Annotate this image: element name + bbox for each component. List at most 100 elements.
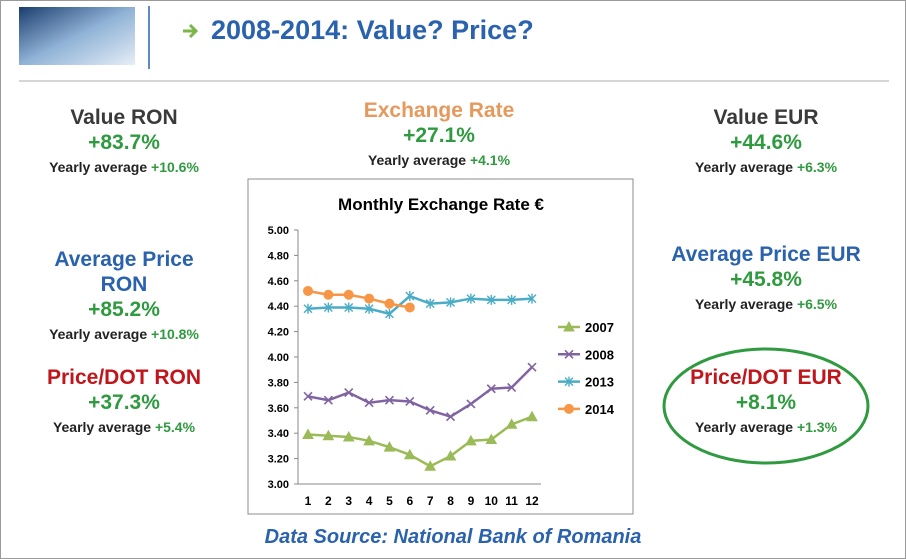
stat-average: Yearly average +10.8% (4, 322, 244, 346)
legend-marker (564, 376, 574, 387)
data-point (446, 297, 456, 308)
x-tick-label: 10 (485, 494, 499, 508)
x-tick-label: 6 (406, 494, 413, 508)
stat-title: Price/DOT EUR (690, 366, 842, 389)
data-point (323, 395, 333, 405)
legend-marker (563, 320, 575, 332)
y-tick-label: 4.80 (268, 250, 289, 262)
stat-title: Value EUR (713, 106, 819, 129)
data-point (507, 382, 517, 393)
stat-block: Exchange Rate +27.1% Yearly average +4.1% (319, 98, 559, 172)
data-point (303, 303, 313, 314)
average-label: Yearly average (49, 326, 148, 342)
data-point (383, 441, 396, 452)
data-point (527, 293, 537, 304)
data-point (424, 460, 437, 471)
stat-average: Yearly average +10.6% (4, 155, 244, 179)
stat-title: Average Price EUR (671, 243, 861, 266)
data-point (302, 428, 314, 439)
data-point (403, 448, 416, 460)
data-point (507, 294, 517, 305)
average-value: +10.6% (151, 159, 199, 175)
stat-average: Yearly average +6.3% (646, 155, 886, 179)
slide-title: 2008-2014: Value? Price? (211, 15, 534, 45)
data-point (384, 308, 394, 319)
data-point (344, 387, 354, 398)
y-tick-label: 4.20 (268, 327, 289, 339)
stat-change: +85.2% (88, 298, 160, 321)
average-label: Yearly average (49, 159, 148, 175)
data-point (486, 384, 496, 394)
y-tick-label: 4.00 (268, 352, 289, 364)
arrow-icon (183, 23, 199, 39)
data-point (303, 391, 313, 401)
average-label: Yearly average (694, 419, 794, 435)
legend-label: 2007 (585, 320, 614, 335)
y-tick-label: 4.60 (268, 276, 289, 288)
data-point (303, 285, 313, 296)
data-point (526, 410, 538, 422)
data-point (405, 396, 415, 407)
data-point (445, 412, 456, 422)
average-value: +6.3% (796, 159, 838, 175)
y-tick-label: 3.00 (268, 479, 289, 491)
data-point (364, 293, 375, 304)
series-line (307, 366, 533, 419)
stat-change: +44.6% (730, 131, 802, 154)
stat-average: Yearly average +5.4% (4, 415, 244, 439)
legend-label: 2008 (585, 347, 614, 362)
average-value: +5.4% (154, 419, 196, 435)
average-label: Yearly average (52, 419, 152, 435)
stat-change: +83.7% (88, 131, 160, 154)
x-tick-label: 3 (345, 494, 352, 508)
data-point (364, 398, 374, 408)
average-value: +4.1% (469, 152, 511, 168)
data-point (343, 289, 354, 300)
data-point (444, 450, 457, 461)
average-value: +6.5% (796, 296, 838, 312)
legend-label: 2013 (585, 375, 614, 390)
data-point (425, 298, 435, 309)
stat-block: Price/DOT EUR +8.1% Yearly average +1.3% (646, 365, 886, 439)
x-tick-label: 1 (305, 494, 312, 508)
legend-marker (564, 349, 574, 359)
data-point (364, 303, 374, 314)
data-point (342, 430, 355, 442)
series-line (307, 294, 533, 316)
average-value: +1.3% (796, 419, 838, 435)
stat-block: Average Price RON +85.2% Yearly average +1… (4, 247, 244, 346)
data-point (466, 293, 476, 304)
y-tick-label: 3.20 (268, 454, 289, 466)
stat-title: Average Price RON (54, 248, 194, 296)
y-tick-label: 3.80 (268, 377, 289, 389)
average-label: Yearly average (367, 152, 467, 168)
stat-change: +8.1% (735, 391, 797, 414)
chart-frame (247, 178, 634, 515)
stat-average: Yearly average +1.3% (646, 415, 886, 439)
data-point (486, 294, 496, 305)
data-point (323, 289, 334, 300)
x-tick-label: 12 (525, 494, 539, 508)
y-tick-label: 5.00 (268, 225, 289, 237)
highlight-ellipse (662, 347, 870, 465)
data-point (505, 418, 518, 429)
stat-change: +37.3% (88, 391, 160, 414)
stat-average: Yearly average +4.1% (319, 148, 559, 172)
y-tick-label: 3.40 (268, 428, 289, 440)
series-line (307, 415, 533, 468)
data-point (527, 362, 537, 372)
stat-block: Price/DOT RON +37.3% Yearly average +5.4% (4, 365, 244, 439)
data-point (425, 405, 435, 415)
y-tick-label: 4.40 (268, 301, 289, 313)
data-point (465, 434, 477, 446)
x-tick-label: 7 (427, 494, 434, 508)
data-point (363, 434, 375, 446)
stat-block: Value RON +83.7% Yearly average +10.6% (4, 105, 244, 179)
data-point (384, 395, 395, 405)
stat-block: Value EUR +44.6% Yearly average +6.3% (646, 105, 886, 179)
stat-title: Exchange Rate (363, 99, 515, 122)
x-tick-label: 2 (325, 494, 332, 508)
average-label: Yearly average (694, 296, 794, 312)
